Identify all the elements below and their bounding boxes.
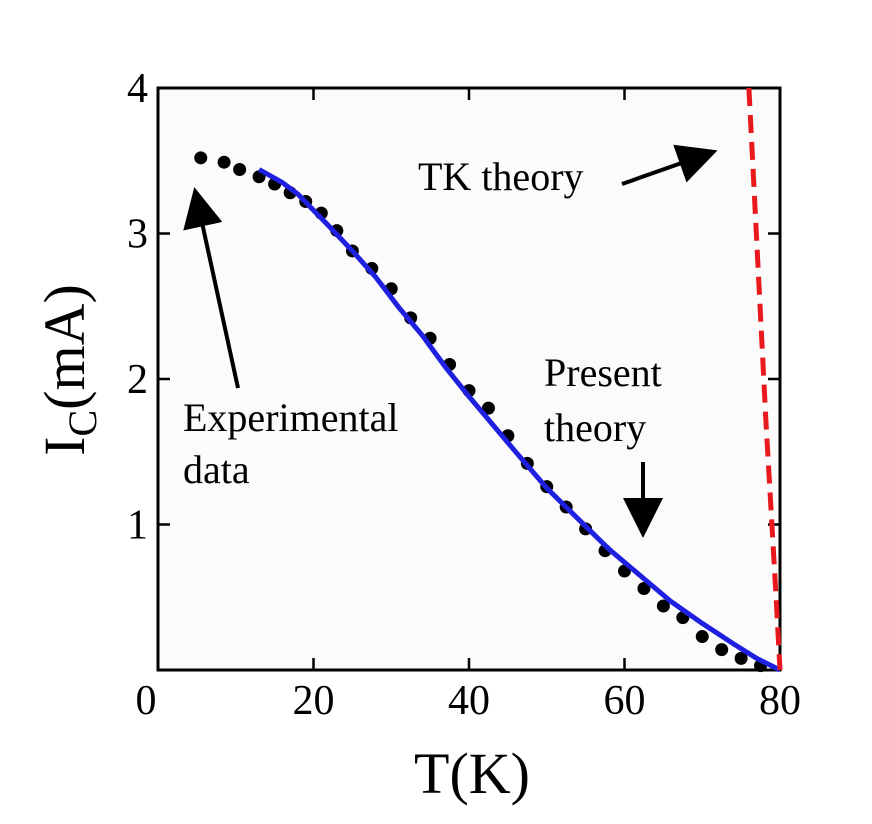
experimental-arrow [183, 187, 240, 389]
x-tick-label: 60 [604, 678, 646, 724]
y-tick-label: 4 [127, 66, 148, 112]
data-point [481, 401, 495, 415]
tick-labels: 0 20 40 60 80 1 2 3 4 [127, 66, 801, 724]
data-point [656, 599, 670, 613]
data-point [715, 643, 729, 657]
x-tick-label: 80 [759, 678, 801, 724]
data-point [695, 630, 709, 644]
experimental-label-line1: Experimental [183, 395, 398, 440]
y-tick-label: 2 [127, 357, 148, 403]
plot-area [156, 86, 782, 672]
data-point [194, 151, 208, 165]
data-point [637, 582, 651, 596]
experimental-label-line2: data [183, 447, 250, 492]
data-point [734, 651, 748, 665]
y-axis-title: IC(mA) [32, 284, 105, 456]
x-tick-label: 0 [136, 678, 157, 724]
y-tick-label: 3 [127, 212, 148, 258]
y-tick-label: 1 [127, 503, 148, 549]
y-axis-title-main: I [32, 437, 97, 456]
series-layer [194, 87, 783, 673]
tk-theory-label: TK theory [418, 154, 584, 199]
annotations: Experimental data Present theory TK theo… [183, 144, 718, 538]
present-theory-label-line1: Present [544, 350, 662, 395]
x-tick-label: 40 [448, 678, 490, 724]
tk-theory-line [746, 87, 783, 671]
y-axis-title-sub: C [60, 410, 105, 437]
present-theory-label-line2: theory [544, 405, 646, 450]
data-point [233, 162, 247, 176]
tk-theory-arrow [621, 144, 718, 186]
x-axis-title: T(K) [414, 741, 530, 806]
plot-frame [156, 86, 782, 672]
x-tick-label: 20 [293, 678, 335, 724]
present-theory-line [257, 167, 782, 673]
data-point [217, 155, 231, 169]
y-axis-title-rest: (mA) [32, 284, 97, 410]
